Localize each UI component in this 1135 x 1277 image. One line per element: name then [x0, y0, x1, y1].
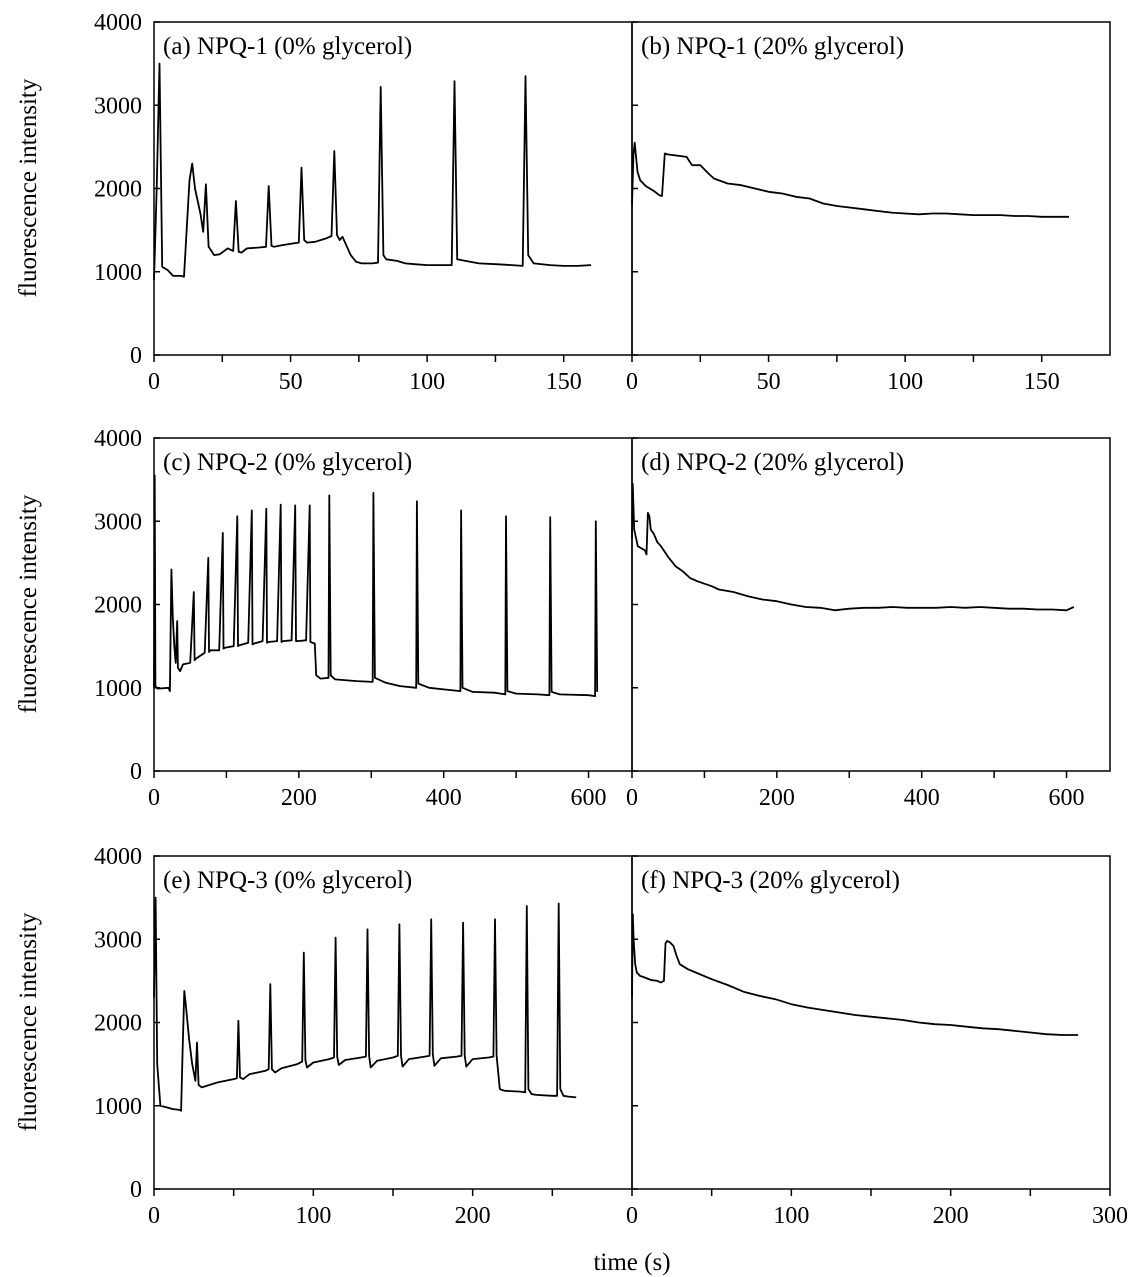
y-tick-label: 0 [130, 759, 142, 785]
y-axis-title: fluorescence intensity [15, 912, 42, 1131]
y-tick-label: 0 [130, 343, 142, 369]
y-tick-label: 1000 [94, 260, 142, 286]
x-tick-label: 400 [904, 785, 940, 811]
series-line [631, 482, 1075, 612]
chart-panel-e: 0 1000 2000 3000 4000 0 100 200 (e) NPQ-3 (0% gl… [15, 844, 633, 1229]
x-tick-label: 50 [757, 369, 781, 395]
y-tick-label: 1000 [94, 1094, 142, 1120]
y-tick-label: 2000 [94, 177, 142, 203]
y-tick-label: 2000 [94, 1011, 142, 1037]
x-tick-label: 0 [148, 1203, 160, 1229]
chart-panel-b: 0 50 100 150 (b) NPQ-1 (20% glycerol) [626, 21, 1111, 395]
panel-label: (e) NPQ-3 (0% glycerol) [163, 867, 412, 894]
panel-label: (c) NPQ-2 (0% glycerol) [163, 449, 412, 476]
y-axis-title: fluorescence intensity [15, 78, 42, 297]
chart-panel-c: 0 1000 2000 3000 4000 0 200 400 600 (c) NPQ-2 (0%… [15, 426, 633, 811]
x-tick-label: 0 [626, 1203, 638, 1229]
series-line [153, 62, 592, 281]
x-tick-label: 600 [1049, 785, 1085, 811]
x-tick-label: 50 [279, 369, 303, 395]
x-tick-label: 0 [148, 369, 160, 395]
y-tick-label: 2000 [94, 593, 142, 619]
panel-label: (f) NPQ-3 (20% glycerol) [641, 867, 900, 894]
y-tick-label: 4000 [94, 10, 142, 36]
chart-panel-d: 0 200 400 600 (d) NPQ-2 (20% glycerol) [626, 437, 1111, 811]
x-tick-label: 0 [626, 785, 638, 811]
x-tick-label: 200 [759, 785, 795, 811]
y-tick-label: 1000 [94, 676, 142, 702]
x-axis-title: time (s) [593, 1249, 670, 1276]
x-tick-label: 100 [887, 369, 923, 395]
x-tick-label: 200 [455, 1203, 491, 1229]
y-tick-label: 4000 [94, 426, 142, 452]
y-tick-label: 3000 [94, 927, 142, 953]
x-tick-label: 150 [1024, 369, 1060, 395]
x-tick-label: 200 [281, 785, 317, 811]
series-line [631, 141, 1069, 218]
panel-label: (b) NPQ-1 (20% glycerol) [641, 33, 904, 60]
x-tick-label: 200 [933, 1203, 969, 1229]
panel-label: (a) NPQ-1 (0% glycerol) [163, 33, 412, 60]
y-tick-label: 3000 [94, 509, 142, 535]
panel-label: (d) NPQ-2 (20% glycerol) [641, 449, 904, 476]
chart-panel-a: 0 1000 2000 3000 4000 0 50 100 150 (a) NPQ-1 (0% … [15, 10, 633, 395]
x-tick-label: 0 [626, 369, 638, 395]
y-axis-title: fluorescence intensity [15, 494, 42, 713]
x-tick-label: 600 [571, 785, 607, 811]
x-tick-label: 300 [1092, 1203, 1128, 1229]
series-line [631, 913, 1079, 1036]
y-tick-label: 3000 [94, 93, 142, 119]
x-tick-label: 100 [409, 369, 445, 395]
series-line [153, 896, 577, 1112]
y-tick-label: 4000 [94, 844, 142, 870]
x-tick-label: 100 [773, 1203, 809, 1229]
chart-panel-f: 0 100 200 300 (f) NPQ-3 (20% glycerol) [626, 855, 1128, 1229]
y-tick-label: 0 [130, 1177, 142, 1203]
x-tick-label: 0 [148, 785, 160, 811]
x-tick-label: 100 [295, 1203, 331, 1229]
x-tick-label: 400 [426, 785, 462, 811]
series-line [153, 474, 599, 697]
x-tick-label: 150 [546, 369, 582, 395]
